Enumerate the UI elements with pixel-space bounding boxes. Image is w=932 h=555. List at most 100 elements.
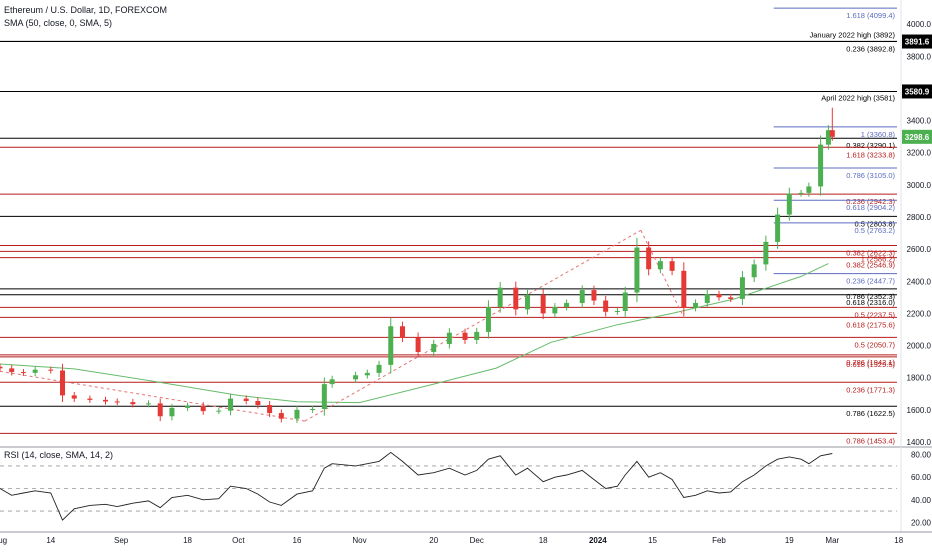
candle-body bbox=[591, 290, 597, 301]
candle-body bbox=[540, 294, 546, 314]
time-tick-label: 2024 bbox=[589, 536, 607, 545]
candle-body bbox=[829, 130, 835, 137]
price-tick-label: 3200.0 bbox=[907, 149, 932, 158]
candle-body bbox=[693, 302, 699, 308]
candle-body bbox=[399, 326, 405, 338]
candle-body bbox=[216, 410, 222, 412]
time-tick-label: 18 bbox=[894, 536, 903, 545]
price-tick-label: 2000.0 bbox=[907, 342, 932, 351]
candle-body bbox=[130, 402, 136, 405]
candle-body bbox=[634, 247, 640, 293]
level-label: 0.786 (1942.1) bbox=[846, 358, 895, 367]
level-label: 1.618 (3233.8) bbox=[846, 150, 895, 159]
candle-body bbox=[446, 332, 452, 344]
candle-body bbox=[704, 294, 710, 303]
candle-body bbox=[278, 413, 284, 419]
candle-body bbox=[657, 261, 663, 270]
candle-body bbox=[145, 403, 151, 405]
price-tick-label: 3000.0 bbox=[907, 181, 932, 190]
candle-body bbox=[806, 186, 812, 193]
candle-body bbox=[564, 302, 570, 307]
candle-body bbox=[267, 405, 273, 414]
rsi-tick-label: 60.00 bbox=[911, 473, 932, 482]
rsi-tick-label: 20.00 bbox=[911, 518, 932, 527]
candle-body bbox=[474, 331, 480, 340]
price-badge-bg bbox=[902, 34, 932, 49]
level-label: 0.786 (1622.5) bbox=[846, 409, 895, 418]
candle-body bbox=[294, 409, 300, 419]
price-tick-label: 2800.0 bbox=[907, 213, 932, 222]
price-badge-label: 3298.6 bbox=[905, 133, 930, 142]
candle-body bbox=[114, 401, 120, 403]
level-label: 0.382 (3290.1) bbox=[846, 141, 895, 150]
level-label: 0.786 (1453.4) bbox=[846, 436, 895, 445]
candle-body bbox=[364, 372, 370, 376]
candle-body bbox=[388, 326, 394, 365]
axes-layer: 1400.0 1600.0 1800.0 2000.0 2200.0 2400.0 2600… bbox=[0, 20, 932, 545]
level-label: 1 (3360.8) bbox=[861, 130, 896, 139]
candle-body bbox=[739, 277, 745, 299]
level-label: 0.236 (1771.3) bbox=[846, 385, 895, 394]
price-tick-label: 2400.0 bbox=[907, 277, 932, 286]
level-label: 0.618 (2904.2) bbox=[846, 203, 895, 212]
price-tick-label: 1600.0 bbox=[907, 406, 932, 415]
candle-body bbox=[462, 332, 468, 340]
candle-body bbox=[552, 306, 558, 314]
candle-layer bbox=[0, 107, 835, 423]
candle-body bbox=[716, 294, 722, 298]
time-tick-label: 19 bbox=[785, 536, 794, 545]
candle-body bbox=[818, 144, 824, 187]
chart-title: Ethereum / U.S. Dollar, 1D, FOREXCOM bbox=[4, 5, 167, 15]
price-badges: 3891.6 3580.9 3298.6 bbox=[902, 34, 932, 144]
candle-body bbox=[353, 375, 359, 380]
candle-body bbox=[200, 405, 206, 412]
level-label: 0.786 (3105.0) bbox=[846, 171, 895, 180]
time-tick-label: Aug bbox=[0, 536, 7, 545]
level-label: 1.618 (4099.4) bbox=[846, 11, 895, 20]
time-tick-label: Feb bbox=[712, 536, 726, 545]
level-label: 0.236 (2447.7) bbox=[846, 277, 895, 286]
candle-body bbox=[32, 369, 38, 373]
level-label: 0.382 (2622.3) bbox=[846, 249, 895, 258]
candle-body bbox=[321, 384, 327, 410]
time-tick-label: 18 bbox=[539, 536, 548, 545]
candle-body bbox=[646, 247, 652, 270]
price-tick-label: 1400.0 bbox=[907, 438, 932, 447]
price-badge-label: 3891.6 bbox=[905, 38, 930, 47]
rsi-line bbox=[0, 451, 833, 521]
price-tick-label: 3400.0 bbox=[907, 117, 932, 126]
candle-body bbox=[786, 193, 792, 215]
swing-lines bbox=[0, 229, 685, 422]
level-label: April 2022 high (3581) bbox=[821, 93, 895, 102]
candle-body bbox=[669, 261, 675, 271]
level-label: 0.5 (2050.7) bbox=[855, 340, 896, 349]
level-label: 0.618 (1929.5) bbox=[846, 360, 895, 369]
candle-body bbox=[376, 364, 382, 373]
candle-body bbox=[763, 241, 769, 265]
price-tick-label: 2200.0 bbox=[907, 309, 932, 318]
time-tick-label: 18 bbox=[183, 536, 192, 545]
candle-body bbox=[9, 368, 15, 373]
time-tick-label: 14 bbox=[46, 536, 55, 545]
price-badge-bg bbox=[902, 84, 932, 99]
level-label: January 2022 high (3892) bbox=[810, 30, 896, 39]
time-tick-label: 15 bbox=[648, 536, 657, 545]
price-tick-label: 2600.0 bbox=[907, 245, 932, 254]
level-label: 0.5 (2237.5) bbox=[855, 310, 896, 319]
level-label: 0.236 (3892.8) bbox=[846, 44, 895, 53]
sma-legend: SMA (50, close, 0, SMA, 5) bbox=[4, 18, 112, 28]
candle-body bbox=[681, 270, 687, 308]
candle-body bbox=[310, 409, 316, 411]
candle-body bbox=[751, 264, 757, 278]
level-label: 0.618 (2175.6) bbox=[846, 320, 895, 329]
level-label: 0.618 (2316.0) bbox=[846, 298, 895, 307]
level-lines: 1.618 (4099.4) January 2022 high (3892) 0.… bbox=[0, 7, 897, 445]
candle-body bbox=[103, 399, 109, 402]
candle-body bbox=[157, 403, 163, 417]
time-tick-label: Nov bbox=[352, 536, 366, 545]
rsi-pane: 20.00 40.00 60.00 80.00 bbox=[0, 451, 932, 527]
candle-body bbox=[525, 294, 531, 310]
